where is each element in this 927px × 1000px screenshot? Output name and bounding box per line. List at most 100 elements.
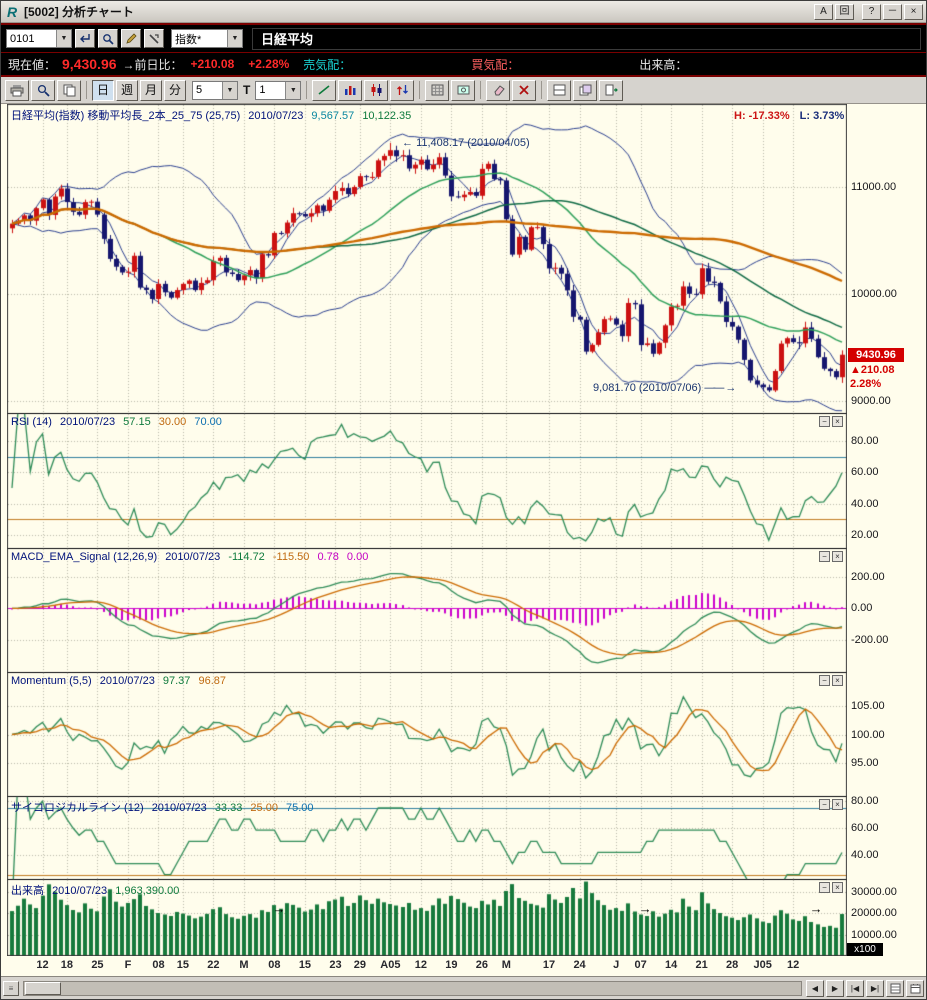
close-button[interactable]: × [904,3,923,20]
x-axis-label: 23 [329,959,342,971]
rsi-panel-header: RSI (14) 2010/07/23 57.15 30.00 70.00 [11,416,227,428]
search-symbol-button[interactable] [98,29,118,48]
x-axis-label: 18 [60,959,74,971]
symbol-code-dropdown-icon[interactable]: ▼ [56,30,71,47]
title-bar: R [5002] 分析チャート A 回 ? － × [1,1,926,23]
momentum-date: 2010/07/23 [99,675,155,687]
resize-grip[interactable]: ≡ [3,980,19,996]
volume-title: 出来高 [11,885,44,897]
macd-panel-minimize-button[interactable]: − [819,551,830,562]
scrollbar-track[interactable] [23,980,802,996]
volume-panel-close-button[interactable]: × [832,882,843,893]
period-day-button[interactable]: 日 [92,79,114,101]
macd-title: MACD_EMA_Signal (12,26,9) [11,551,158,563]
scroll-right-button[interactable]: ▶ [826,979,844,997]
current-price-badge: 9430.96 [848,348,904,362]
calendar-button[interactable] [906,979,924,997]
scrollbar-thumb[interactable] [25,981,61,995]
psych-value: 33.33 [214,802,243,814]
scroll-last-button[interactable]: ▶| [866,979,884,997]
bars-count-dropdown-icon[interactable]: ▼ [222,81,237,99]
new-window-button[interactable] [573,79,598,101]
rsi-panel-minimize-button[interactable]: − [819,416,830,427]
capture-button[interactable] [451,79,476,101]
rsi-value: 57.15 [123,416,151,428]
vol-y-tick-label: 30000.00 [851,885,897,898]
macd-y-tick-label: 0.00 [851,602,873,615]
main-panel-title: 日経平均(指数) 移動平均長_2本_25_75 (25,75) [11,110,241,122]
zoom-button[interactable] [31,79,55,101]
main-ma75-value: 10,122.35 [362,110,412,122]
x-axis-label: A05 [380,959,401,971]
psych-panel-minimize-button[interactable]: − [819,799,830,810]
scroll-left-button[interactable]: ◀ [806,979,824,997]
volume-label: 出来高： [639,57,688,72]
eraser-button[interactable] [486,79,511,101]
export-button[interactable] [599,79,624,101]
rsi-y-tick-label: 60.00 [851,466,879,479]
minimize-button[interactable]: － [883,3,902,20]
psy-y-tick-label: 40.00 [851,848,879,861]
interval-dropdown-icon[interactable]: ▼ [285,81,301,99]
candlestick-button[interactable] [364,79,389,101]
rsi-panel-canvas [7,413,847,549]
vol-y-tick-label: 20000.00 [851,907,897,920]
peak-annotation: ← 11,408.17 (2010/04/05) [402,137,530,149]
trendline-button[interactable] [312,79,337,101]
rsi-y-tick-label: 20.00 [851,528,879,541]
main-y-tick-label: 11000.00 [851,180,897,193]
category-value: 指数* [175,33,202,46]
x-axis-label: F [124,959,132,971]
x-axis-label: 12 [414,959,428,971]
interval-select[interactable]: 1 ▼ [255,80,302,100]
low-percent: L: 3.73% [799,110,845,122]
scale-settings-button[interactable] [886,979,904,997]
psych-date: 2010/07/23 [151,802,207,814]
bar-chart-button[interactable] [338,79,363,101]
x-axis-label: 15 [176,959,189,971]
delete-all-button[interactable] [512,79,537,101]
volume-panel-minimize-button[interactable]: − [819,882,830,893]
x-axis-label: 08 [152,959,165,971]
x-axis-label: 14 [664,959,678,971]
period-minute-button[interactable]: 分 [164,79,186,101]
copy-chart-button[interactable] [57,79,81,101]
x-axis-label: 12 [36,959,49,971]
grid-button[interactable] [425,79,450,101]
period-week-button[interactable]: 週 [116,79,138,101]
font-size-button[interactable]: A [814,3,833,20]
panel-layout-button[interactable] [547,79,572,101]
momentum-panel-close-button[interactable]: × [832,675,843,686]
symbol-name-box: 日経平均 [252,27,921,50]
current-price-label: 現在値： [8,57,57,72]
category-dropdown-icon[interactable]: ▼ [227,30,242,47]
clear-symbol-button[interactable] [144,29,164,48]
rsi-panel-close-button[interactable]: × [832,416,843,427]
scroll-first-button[interactable]: |◀ [846,979,864,997]
momentum-panel-minimize-button[interactable]: − [819,675,830,686]
updown-arrows-button[interactable] [390,79,415,101]
psych-panel-close-button[interactable]: × [832,799,843,810]
x-axis-label: 26 [475,959,489,971]
x-axis-label: 21 [695,959,708,971]
mom-y-tick-label: 100.00 [851,728,885,741]
screen-layout-button[interactable]: 回 [835,3,854,20]
trough-annotation-text: 9,081.70 (2010/07/06) [593,382,702,394]
help-button[interactable]: ? [862,3,881,20]
rsi-title: RSI (14) [11,416,52,428]
main-y-tick-label: 10000.00 [851,287,897,300]
symbol-code-value: 0101 [10,32,35,45]
edit-symbol-button[interactable] [121,29,141,48]
rsi-y-tick-label: 80.00 [851,435,879,448]
x-axis-label: M [501,959,511,971]
category-select[interactable]: 指数* ▼ [171,29,243,48]
badge-change: ▲210.08 [850,364,895,376]
enter-symbol-button[interactable] [75,29,95,48]
macd-panel-close-button[interactable]: × [832,551,843,562]
print-button[interactable] [5,79,29,101]
x-axis-label: 25 [91,959,104,971]
current-price-value: 9,430.96 [62,56,117,72]
bars-count-select[interactable]: 5 ▼ [192,80,238,100]
symbol-code-input[interactable]: 0101 ▼ [6,29,72,48]
period-month-button[interactable]: 月 [140,79,162,101]
